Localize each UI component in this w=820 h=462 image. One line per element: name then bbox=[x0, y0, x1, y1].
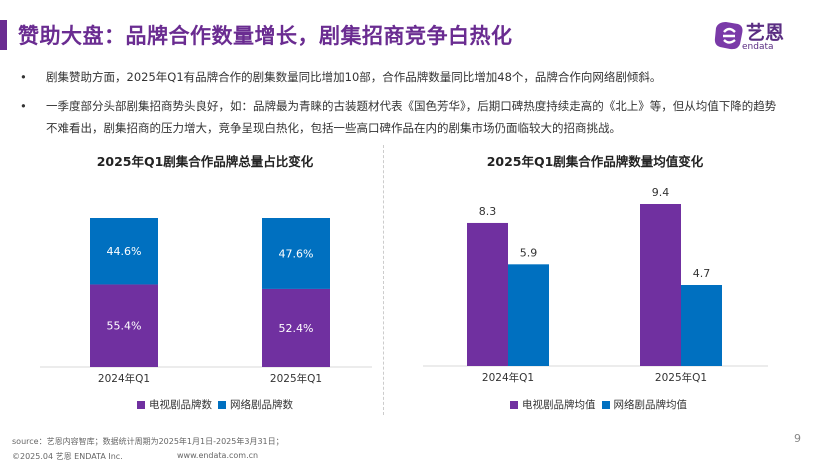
title-accent-bar bbox=[0, 20, 7, 50]
chart2-plot: 8.3 5.9 2024年Q1 9.4 4.7 2025年Q1 bbox=[423, 186, 768, 384]
bar-segment bbox=[262, 218, 330, 289]
bar-segment bbox=[262, 288, 330, 367]
legend-swatch-web bbox=[218, 400, 226, 409]
data-label: 5.9 bbox=[520, 246, 538, 259]
legend-swatch-web bbox=[601, 400, 610, 409]
legend-label: 电视剧品牌均值 bbox=[522, 399, 596, 411]
data-label: 44.6% bbox=[107, 245, 142, 258]
chart1-title: 2025年Q1剧集合作品牌总量占比变化 bbox=[96, 154, 314, 169]
x-tick-label: 2024年Q1 bbox=[482, 371, 534, 384]
chart2-legend: 电视剧品牌均值 网络剧品牌均值 bbox=[510, 397, 687, 412]
legend-label: 网络剧品牌数 bbox=[230, 399, 293, 411]
endata-logo: 艺恩 endata bbox=[712, 18, 802, 54]
legend-swatch-tv bbox=[510, 400, 518, 409]
bullet-text: 一季度部分头部剧集招商势头良好，如：品牌最为青睐的古装题材代表《国色芳华》，后期… bbox=[46, 99, 777, 135]
chart1-plot: 55.4% 44.6% 2024年Q1 52.4% 47.6% 2025年Q1 bbox=[40, 218, 372, 385]
bullet-text: 剧集赞助方面，2025年Q1有品牌合作的剧集数量同比增加10部，合作品牌数量同比… bbox=[46, 70, 662, 84]
data-label: 52.4% bbox=[279, 322, 314, 335]
data-label: 4.7 bbox=[693, 267, 711, 280]
legend-label: 网络剧品牌均值 bbox=[613, 399, 688, 411]
chart1-legend: 电视剧品牌数 网络剧品牌数 bbox=[137, 397, 293, 412]
chart-divider bbox=[383, 145, 384, 415]
bullet-marker: • bbox=[20, 99, 27, 113]
x-tick-label: 2025年Q1 bbox=[270, 372, 322, 385]
bar bbox=[508, 264, 549, 366]
page-title: 赞助大盘：品牌合作数量增长，剧集招商竞争白热化 bbox=[18, 24, 513, 48]
logo-icon bbox=[714, 22, 743, 50]
x-tick-label: 2024年Q1 bbox=[98, 372, 150, 385]
bar bbox=[467, 222, 508, 366]
bullet-marker: • bbox=[20, 70, 27, 84]
bar bbox=[640, 204, 681, 366]
logo-text: 艺恩 bbox=[746, 22, 785, 44]
copyright: ©2025.04 艺恩 ENDATA Inc. bbox=[12, 452, 123, 461]
bar-segment bbox=[90, 284, 158, 367]
chart2-title: 2025年Q1剧集合作品牌数量均值变化 bbox=[486, 154, 704, 169]
source-note: source：艺恩内容智库；数据统计周期为2025年1月1日-2025年3月31… bbox=[12, 437, 284, 446]
bar-segment bbox=[90, 218, 158, 285]
data-label: 9.4 bbox=[652, 186, 670, 199]
logo-subtext: endata bbox=[742, 42, 774, 52]
legend-label: 电视剧品牌数 bbox=[149, 399, 212, 411]
data-label: 8.3 bbox=[479, 205, 497, 218]
legend-swatch-tv bbox=[137, 400, 145, 409]
bar bbox=[681, 285, 722, 366]
data-label: 55.4% bbox=[107, 320, 142, 333]
website-link[interactable]: www.endata.com.cn bbox=[177, 451, 259, 460]
x-tick-label: 2025年Q1 bbox=[655, 371, 707, 384]
page-number: 9 bbox=[794, 432, 801, 445]
data-label: 47.6% bbox=[279, 247, 314, 260]
